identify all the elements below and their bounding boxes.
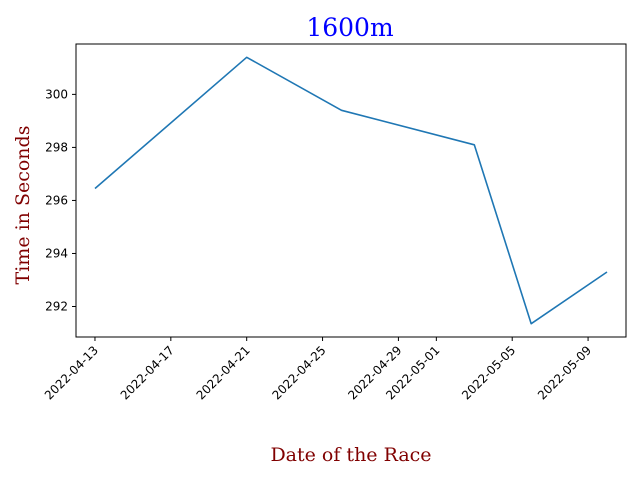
- x-tick-label: 2022-04-25: [269, 343, 328, 402]
- x-tick-label: 2022-05-09: [535, 343, 594, 402]
- series-line: [94, 56, 608, 325]
- y-tick-label: 296: [45, 193, 68, 207]
- y-tick-label: 294: [45, 246, 68, 260]
- y-tick-label: 292: [45, 300, 68, 314]
- x-tick-label: 2022-05-05: [459, 343, 518, 402]
- y-tick-label: 300: [45, 87, 68, 101]
- x-tick-label: 2022-04-13: [42, 343, 101, 402]
- y-tick-label: 298: [45, 140, 68, 154]
- x-axis-label: Date of the Race: [270, 444, 431, 466]
- y-axis-label: Time in Seconds: [12, 126, 34, 285]
- chart-title: 1600m: [306, 13, 394, 42]
- y-axis: 292 294 296 298 300: [45, 87, 76, 314]
- x-tick-label: 2022-04-17: [118, 343, 177, 402]
- x-axis: 2022-04-13 2022-04-17 2022-04-21 2022-04-25…: [42, 337, 594, 402]
- plot-area-frame: [75, 43, 627, 338]
- x-tick-label: 2022-04-21: [194, 343, 253, 402]
